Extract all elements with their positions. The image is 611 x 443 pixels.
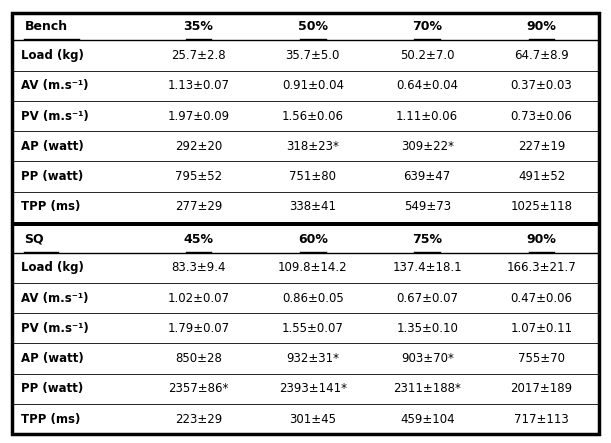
Text: 137.4±18.1: 137.4±18.1: [392, 261, 462, 274]
Text: 25.7±2.8: 25.7±2.8: [171, 49, 226, 62]
Text: 1.56±0.06: 1.56±0.06: [282, 109, 344, 123]
Text: 2393±141*: 2393±141*: [279, 382, 347, 395]
Text: 751±80: 751±80: [290, 170, 336, 183]
Text: Bench: Bench: [24, 20, 68, 33]
Text: 0.37±0.03: 0.37±0.03: [511, 79, 573, 92]
Text: 491±52: 491±52: [518, 170, 565, 183]
Text: 301±45: 301±45: [290, 412, 336, 426]
Text: TPP (ms): TPP (ms): [21, 412, 81, 426]
Text: 35%: 35%: [183, 20, 213, 33]
Text: 318±23*: 318±23*: [287, 140, 339, 153]
Text: 2311±188*: 2311±188*: [393, 382, 461, 395]
Text: TPP (ms): TPP (ms): [21, 200, 81, 213]
Text: 795±52: 795±52: [175, 170, 222, 183]
Text: PP (watt): PP (watt): [21, 382, 84, 395]
Text: 90%: 90%: [527, 20, 557, 33]
Text: 903±70*: 903±70*: [401, 352, 453, 365]
Text: 64.7±8.9: 64.7±8.9: [514, 49, 569, 62]
Text: 223±29: 223±29: [175, 412, 222, 426]
Text: 0.47±0.06: 0.47±0.06: [511, 291, 573, 305]
Text: 1.55±0.07: 1.55±0.07: [282, 322, 344, 335]
Text: 70%: 70%: [412, 20, 442, 33]
Text: 75%: 75%: [412, 233, 442, 246]
Text: AV (m.s⁻¹): AV (m.s⁻¹): [21, 79, 89, 92]
Bar: [12, 222, 599, 225]
Text: 932±31*: 932±31*: [287, 352, 339, 365]
Text: 459±104: 459±104: [400, 412, 455, 426]
Text: SQ: SQ: [24, 233, 44, 246]
Text: PV (m.s⁻¹): PV (m.s⁻¹): [21, 322, 89, 335]
Text: 277±29: 277±29: [175, 200, 222, 213]
Text: 166.3±21.7: 166.3±21.7: [507, 261, 576, 274]
Text: 1.11±0.06: 1.11±0.06: [396, 109, 458, 123]
Text: 549±73: 549±73: [404, 200, 451, 213]
Text: 1.97±0.09: 1.97±0.09: [167, 109, 230, 123]
Text: 60%: 60%: [298, 233, 327, 246]
Text: 0.73±0.06: 0.73±0.06: [511, 109, 573, 123]
Text: 35.7±5.0: 35.7±5.0: [286, 49, 340, 62]
Text: 292±20: 292±20: [175, 140, 222, 153]
Text: 717±113: 717±113: [514, 412, 569, 426]
Text: 0.91±0.04: 0.91±0.04: [282, 79, 344, 92]
Text: 0.67±0.07: 0.67±0.07: [396, 291, 458, 305]
Text: 850±28: 850±28: [175, 352, 222, 365]
Text: 309±22*: 309±22*: [401, 140, 454, 153]
Text: 45%: 45%: [183, 233, 213, 246]
Text: 1.07±0.11: 1.07±0.11: [511, 322, 573, 335]
Text: PV (m.s⁻¹): PV (m.s⁻¹): [21, 109, 89, 123]
Text: AP (watt): AP (watt): [21, 140, 84, 153]
Text: 1025±118: 1025±118: [511, 200, 573, 213]
Text: 109.8±14.2: 109.8±14.2: [278, 261, 348, 274]
Text: AP (watt): AP (watt): [21, 352, 84, 365]
Text: PP (watt): PP (watt): [21, 170, 84, 183]
Text: 0.86±0.05: 0.86±0.05: [282, 291, 344, 305]
Text: 50.2±7.0: 50.2±7.0: [400, 49, 455, 62]
Text: 1.13±0.07: 1.13±0.07: [167, 79, 230, 92]
Text: 2357±86*: 2357±86*: [168, 382, 229, 395]
Text: 338±41: 338±41: [290, 200, 336, 213]
Text: Load (kg): Load (kg): [21, 49, 84, 62]
Text: 2017±189: 2017±189: [511, 382, 573, 395]
Text: 83.3±9.4: 83.3±9.4: [171, 261, 225, 274]
Text: 90%: 90%: [527, 233, 557, 246]
Text: 1.02±0.07: 1.02±0.07: [167, 291, 230, 305]
Text: 755±70: 755±70: [518, 352, 565, 365]
Text: 227±19: 227±19: [518, 140, 565, 153]
Text: 1.79±0.07: 1.79±0.07: [167, 322, 230, 335]
Text: 0.64±0.04: 0.64±0.04: [396, 79, 458, 92]
Text: 1.35±0.10: 1.35±0.10: [397, 322, 458, 335]
Text: 639±47: 639±47: [404, 170, 451, 183]
Text: 50%: 50%: [298, 20, 328, 33]
Text: AV (m.s⁻¹): AV (m.s⁻¹): [21, 291, 89, 305]
Text: Load (kg): Load (kg): [21, 261, 84, 274]
